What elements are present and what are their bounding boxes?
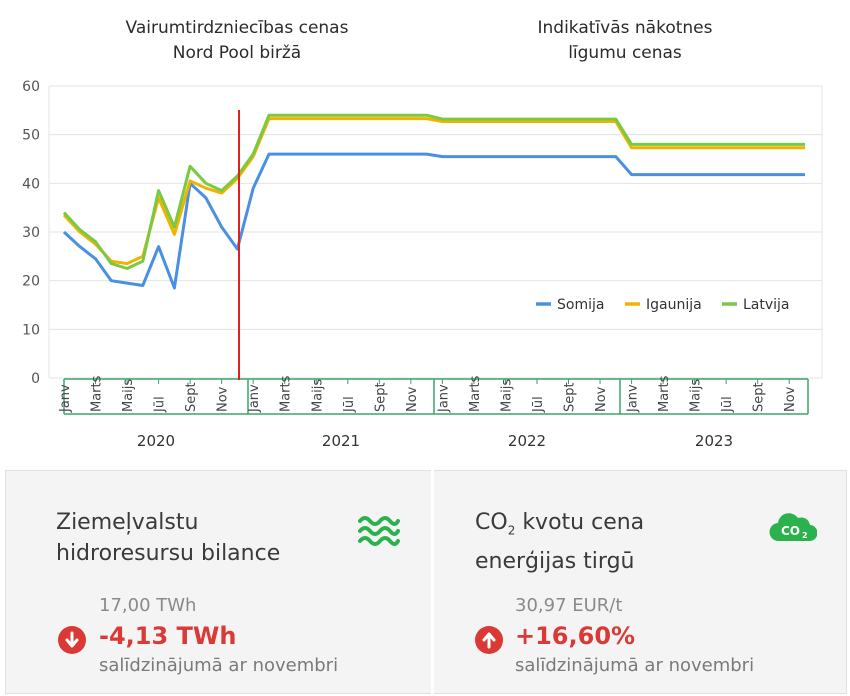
y-tick-label: 50 xyxy=(22,128,40,144)
arrow-up-icon xyxy=(475,626,503,654)
month-label: Janv xyxy=(626,384,641,413)
legend-label: Igaunija xyxy=(646,297,702,313)
co2-title-sub: 2 xyxy=(507,523,516,538)
hydro-title-line1: Ziemeļvalstu xyxy=(56,510,199,535)
month-label: Maijs xyxy=(689,379,704,412)
series-line-igaunija xyxy=(62,117,805,266)
month-label: Marts xyxy=(90,375,105,412)
hydro-title-line2: hidroresursu bilance xyxy=(56,541,281,566)
year-label: 2020 xyxy=(137,432,175,450)
co2-title-pre: CO xyxy=(475,510,508,535)
y-tick-label: 0 xyxy=(31,371,40,387)
co2-title-line1: CO2 kvotu cena xyxy=(475,507,644,546)
month-label: Janv xyxy=(436,384,451,413)
month-label: Sept xyxy=(373,382,388,412)
month-label: Marts xyxy=(279,375,294,412)
month-label: Janv xyxy=(247,384,262,413)
co2-title-line2: enerģijas tirgū xyxy=(475,549,635,575)
chart-title-right-line: Indikatīvās nākotnes xyxy=(538,18,713,38)
month-label: Jūl xyxy=(153,396,168,413)
y-tick-label: 30 xyxy=(22,225,40,241)
hydro-compare-text: salīdzinājumā ar novembri xyxy=(99,655,339,676)
month-label: Jūl xyxy=(720,396,735,413)
month-label: Maijs xyxy=(121,379,136,412)
year-label: 2023 xyxy=(695,432,733,450)
month-label: Janv xyxy=(58,384,73,413)
month-label: Marts xyxy=(657,375,672,412)
month-label: Sept xyxy=(184,382,199,412)
co2-icon-sub: 2 xyxy=(802,531,808,540)
co2-cloud-icon: CO 2 xyxy=(769,511,818,549)
legend-label: Somija xyxy=(557,297,604,313)
y-tick-label: 40 xyxy=(22,176,40,192)
co2-change-value: +16,60% xyxy=(515,622,636,650)
year-label: 2021 xyxy=(322,432,360,450)
hydro-base-value: 17,00 TWh xyxy=(99,595,197,616)
month-label: Sept xyxy=(752,382,767,412)
water-waves-icon xyxy=(356,511,400,555)
month-label: Nov xyxy=(783,386,798,412)
co2-base-value: 30,97 EUR/t xyxy=(515,595,623,616)
price-chart: Vairumtirdzniecības cenas Nord Pool biržā… xyxy=(22,18,823,450)
co2-card-title: CO2 kvotu cena enerģijas tirgū xyxy=(475,507,644,577)
arrow-down-icon xyxy=(58,626,86,654)
chart-title-left-line: Vairumtirdzniecības cenas xyxy=(126,18,349,38)
co2-icon-text: CO xyxy=(781,524,800,538)
month-label: Nov xyxy=(216,386,231,412)
year-label: 2022 xyxy=(508,432,546,450)
month-label: Nov xyxy=(594,386,609,412)
y-tick-label: 60 xyxy=(22,79,40,95)
co2-price-card: CO2 kvotu cena enerģijas tirgū CO 2 30,9… xyxy=(435,471,846,693)
month-label: Sept xyxy=(563,382,578,412)
legend-label: Latvija xyxy=(743,297,790,313)
month-label: Jūl xyxy=(531,396,546,413)
series-line-somija xyxy=(62,152,805,290)
hydro-change-value: -4,13 TWh xyxy=(99,622,237,650)
co2-title-post: kvotu cena xyxy=(515,510,645,535)
co2-compare-text: salīdzinājumā ar novembri xyxy=(515,655,755,676)
chart-title-left-line: Nord Pool biržā xyxy=(173,43,301,63)
month-label: Jūl xyxy=(342,396,357,413)
month-label: Marts xyxy=(468,375,483,412)
hydro-card-title: Ziemeļvalstu hidroresursu bilance xyxy=(56,507,280,569)
panel-divider xyxy=(431,470,434,694)
indicator-panels: Ziemeļvalstu hidroresursu bilance 17,00 … xyxy=(5,470,847,694)
month-label: Nov xyxy=(405,386,420,412)
y-tick-label: 20 xyxy=(22,274,40,290)
series-line-latvija xyxy=(62,113,805,270)
hydro-balance-card: Ziemeļvalstu hidroresursu bilance 17,00 … xyxy=(6,471,432,693)
chart-title-right-line: līgumu cenas xyxy=(568,43,682,63)
y-tick-label: 10 xyxy=(22,322,40,338)
month-label: Maijs xyxy=(310,379,325,412)
month-label: Maijs xyxy=(499,379,514,412)
